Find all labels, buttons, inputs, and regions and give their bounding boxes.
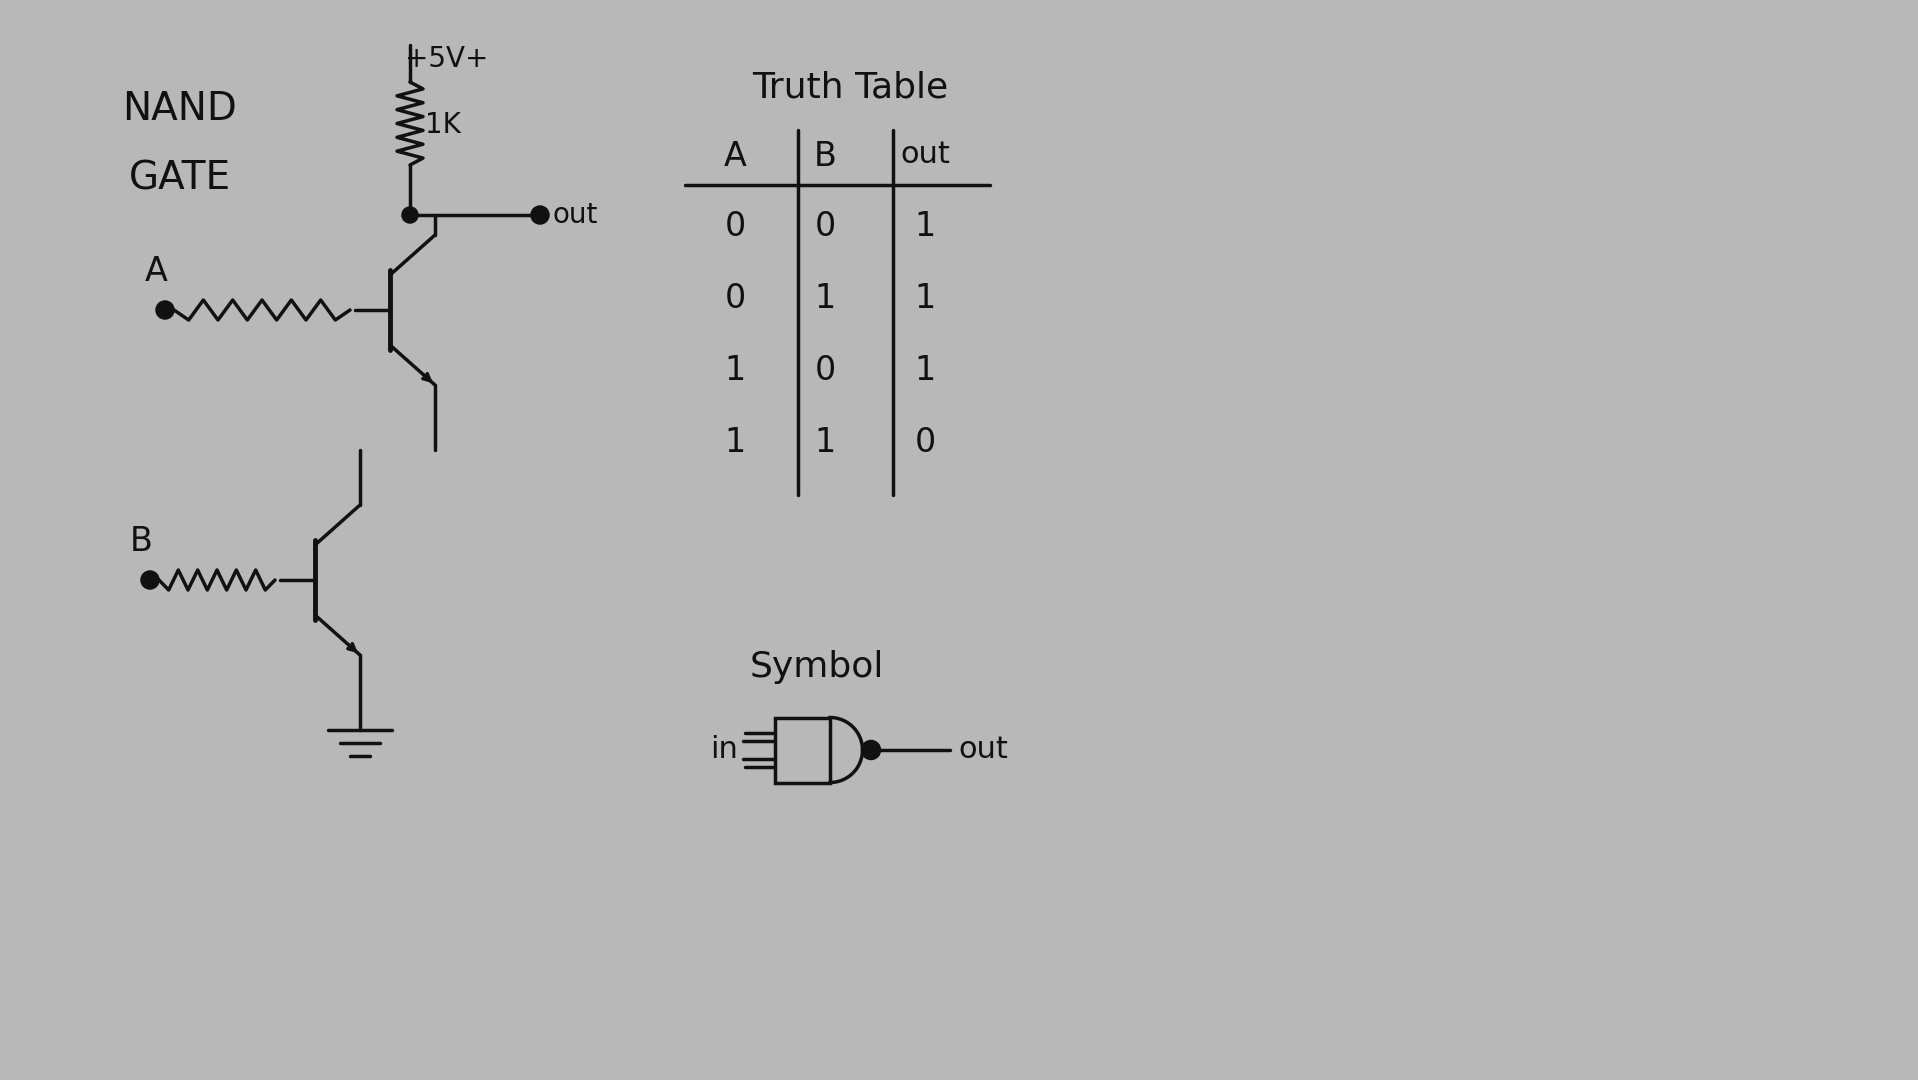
Text: A: A bbox=[146, 255, 169, 288]
Text: 0: 0 bbox=[815, 210, 836, 243]
Text: 0: 0 bbox=[725, 210, 746, 243]
Text: NAND: NAND bbox=[123, 90, 238, 129]
Text: 0: 0 bbox=[815, 354, 836, 387]
Text: 0: 0 bbox=[915, 426, 936, 459]
Text: 1: 1 bbox=[915, 282, 936, 315]
Text: in: in bbox=[710, 735, 738, 765]
Text: Symbol: Symbol bbox=[750, 650, 884, 684]
Text: +5V+: +5V+ bbox=[405, 45, 489, 73]
Text: Truth Table: Truth Table bbox=[752, 70, 947, 104]
Circle shape bbox=[157, 302, 173, 318]
Text: B: B bbox=[813, 140, 836, 173]
Text: 1: 1 bbox=[915, 354, 936, 387]
Text: 1: 1 bbox=[725, 426, 746, 459]
Circle shape bbox=[403, 208, 416, 222]
Text: out: out bbox=[900, 140, 949, 168]
Circle shape bbox=[142, 572, 157, 588]
Bar bbox=[775, 717, 830, 783]
Text: out: out bbox=[552, 201, 596, 229]
Text: GATE: GATE bbox=[129, 160, 230, 198]
Text: 1: 1 bbox=[815, 282, 836, 315]
Text: B: B bbox=[130, 525, 153, 558]
Circle shape bbox=[531, 207, 549, 222]
Text: out: out bbox=[957, 735, 1007, 765]
Text: 1: 1 bbox=[725, 354, 746, 387]
Circle shape bbox=[863, 742, 880, 758]
Text: 0: 0 bbox=[725, 282, 746, 315]
Text: 1: 1 bbox=[915, 210, 936, 243]
Text: 1: 1 bbox=[815, 426, 836, 459]
Text: 1K: 1K bbox=[426, 111, 460, 139]
Text: A: A bbox=[723, 140, 746, 173]
